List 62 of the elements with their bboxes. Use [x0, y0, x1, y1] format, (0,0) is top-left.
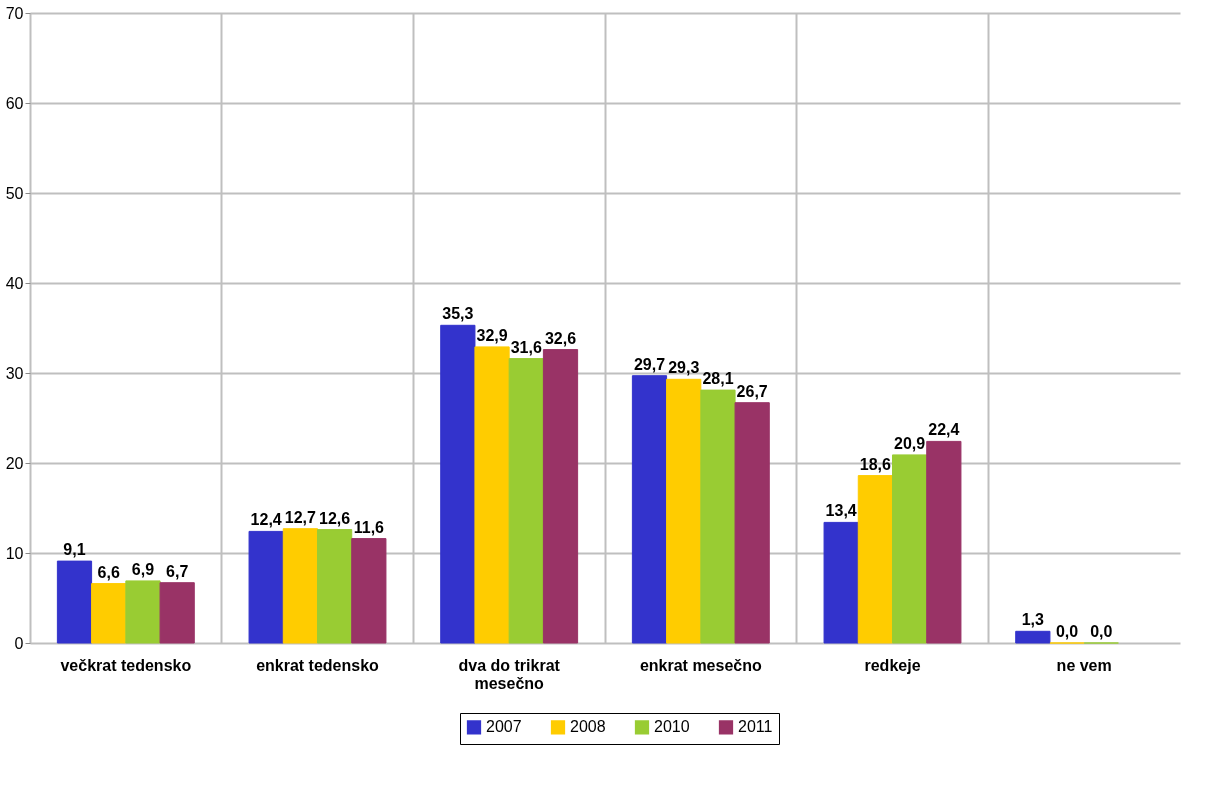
y-tick-label: 60 [5, 94, 24, 112]
data-label: 22,4 [928, 421, 960, 439]
bar [282, 528, 318, 644]
data-label: 31,6 [510, 338, 542, 356]
data-label: 26,7 [736, 382, 768, 400]
x-tick-label: dva do trikrat mesečno [458, 656, 561, 692]
data-label: 29,7 [633, 355, 666, 373]
data-label: 12,4 [250, 511, 282, 529]
data-label: 12,6 [319, 509, 351, 527]
bar [91, 583, 127, 644]
data-label: 32,6 [544, 329, 577, 347]
bar [892, 454, 928, 644]
bar [474, 346, 510, 644]
x-tick-label: ne vem [1056, 656, 1112, 674]
bar [631, 375, 668, 644]
x-tick-label: redkeje [864, 656, 921, 674]
bar [351, 538, 387, 644]
data-label: 0,0 [1055, 623, 1079, 640]
bar [248, 530, 284, 644]
data-label: 12,7 [284, 508, 317, 526]
bar [317, 529, 353, 644]
data-label: 28,1 [702, 370, 734, 388]
bar [734, 402, 770, 644]
data-label: 35,3 [442, 305, 474, 323]
bar [159, 582, 195, 644]
bar [1015, 630, 1051, 644]
data-label: 0,0 [1090, 623, 1113, 640]
bar [56, 560, 93, 644]
data-label: 6,7 [166, 562, 189, 580]
y-tick-label: 50 [5, 184, 24, 202]
bar [926, 440, 962, 644]
legend-label: 2008 [570, 718, 606, 736]
data-label: 18,6 [859, 455, 892, 473]
legend-label: 2007 [486, 718, 522, 736]
legend-label: 2010 [654, 718, 690, 736]
data-label: 13,4 [825, 502, 857, 520]
bar [542, 349, 579, 644]
bar [666, 378, 702, 644]
data-label: 1,3 [1021, 611, 1045, 629]
y-tick-label: 10 [5, 544, 24, 562]
bar [857, 475, 893, 644]
data-label: 11,6 [353, 518, 385, 536]
x-tick-label: enkrat mesečno [639, 656, 762, 674]
data-label: 6,6 [97, 563, 120, 581]
bar [125, 580, 161, 644]
x-tick-label: večkrat tedensko [60, 656, 192, 674]
y-tick-label: 20 [5, 454, 24, 472]
data-label: 6,9 [131, 560, 155, 578]
bar [700, 389, 736, 644]
bar [823, 521, 859, 644]
y-tick-label: 0 [14, 634, 24, 652]
data-label: 29,3 [668, 359, 700, 377]
x-tick-label: enkrat tedensko [256, 656, 380, 674]
data-label: 20,9 [894, 434, 926, 452]
bar [508, 358, 544, 644]
legend-label: 2011 [738, 718, 773, 736]
data-label: 32,9 [476, 326, 508, 344]
data-label: 9,1 [63, 541, 86, 559]
y-tick-label: 40 [5, 274, 24, 292]
y-tick-label: 70 [5, 4, 24, 22]
bar [440, 324, 476, 644]
y-tick-label: 30 [5, 364, 24, 382]
